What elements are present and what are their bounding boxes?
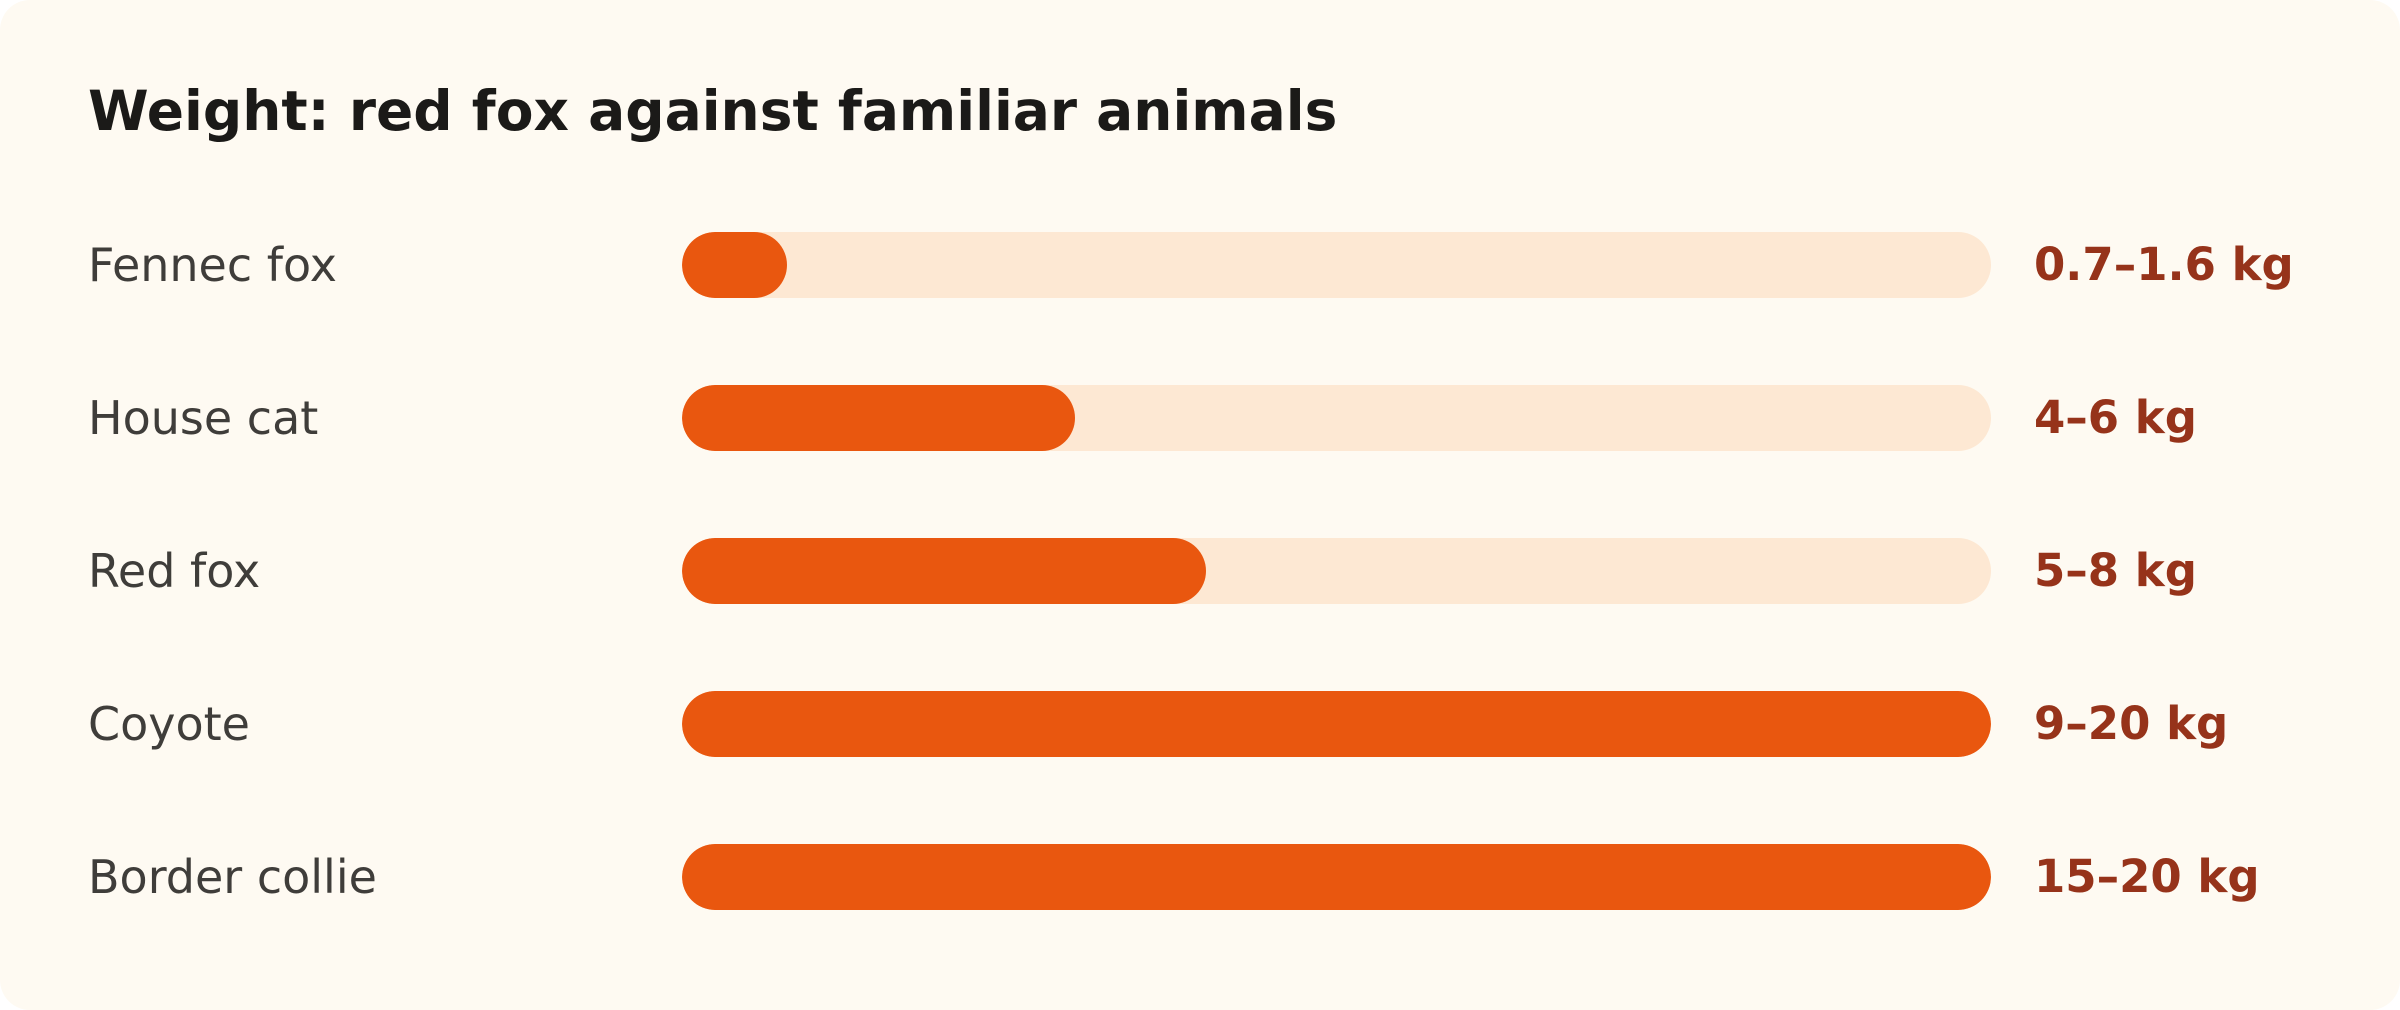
category-label: Border collie (88, 850, 377, 904)
bar-track (682, 691, 1991, 757)
value-label: 5–8 kg (2034, 544, 2197, 597)
value-label: 4–6 kg (2034, 391, 2197, 444)
bar-fill (682, 232, 787, 298)
bar-row-fennec-fox: Fennec fox 0.7–1.6 kg (0, 232, 2400, 298)
bar-track (682, 844, 1991, 910)
bar-row-coyote: Coyote 9–20 kg (0, 691, 2400, 757)
bar-row-red-fox: Red fox 5–8 kg (0, 538, 2400, 604)
bar-fill (682, 844, 1991, 910)
bar-track (682, 232, 1991, 298)
bar-fill (682, 691, 1991, 757)
bar-track (682, 538, 1991, 604)
value-label: 15–20 kg (2034, 850, 2260, 903)
category-label: House cat (88, 391, 319, 445)
category-label: Fennec fox (88, 238, 337, 292)
category-label: Coyote (88, 697, 250, 751)
bar-row-border-collie: Border collie 15–20 kg (0, 844, 2400, 910)
bar-row-house-cat: House cat 4–6 kg (0, 385, 2400, 451)
bar-track (682, 385, 1991, 451)
category-label: Red fox (88, 544, 261, 598)
bar-fill (682, 385, 1075, 451)
bar-fill (682, 538, 1206, 604)
chart-title: Weight: red fox against familiar animals (88, 79, 1338, 143)
value-label: 0.7–1.6 kg (2034, 238, 2294, 291)
value-label: 9–20 kg (2034, 697, 2229, 750)
